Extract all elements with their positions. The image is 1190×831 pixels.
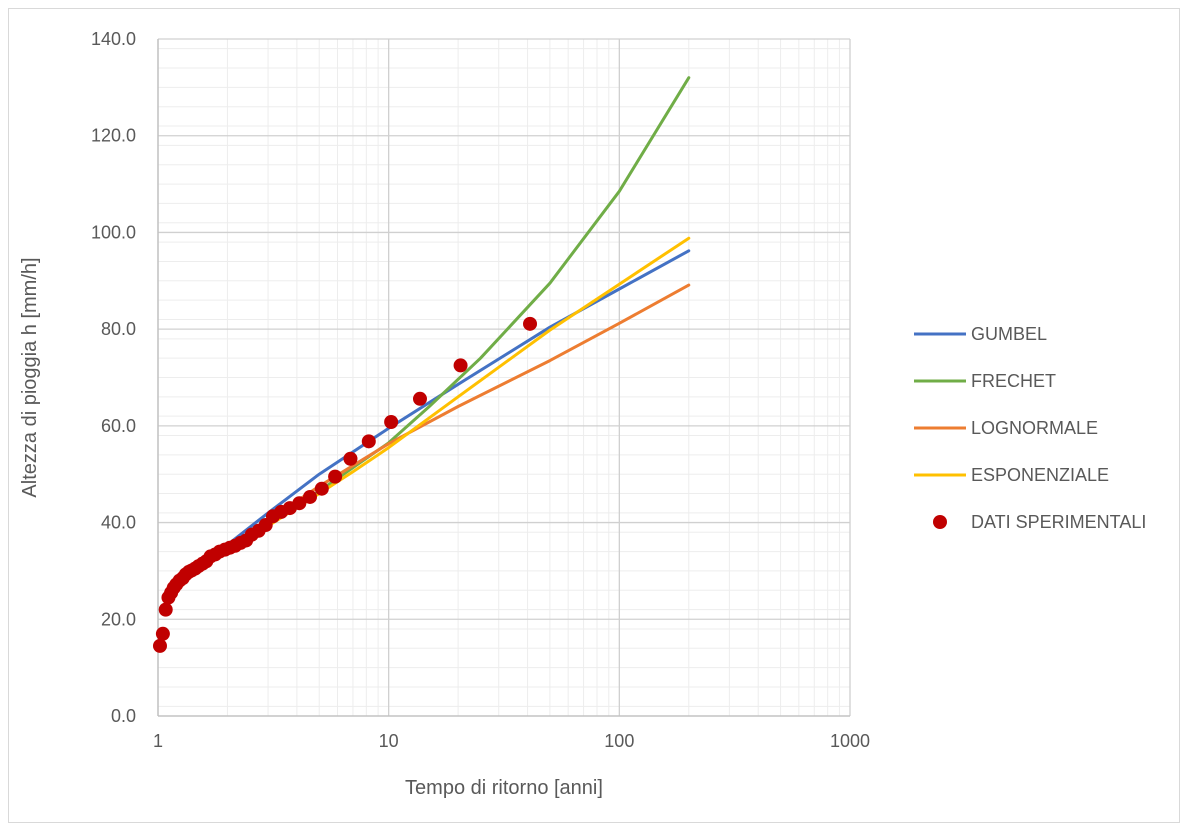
- x-tick-label: 1000: [830, 731, 870, 751]
- legend-swatch-dati-sperimentali: [933, 515, 947, 529]
- legend-label-lognormale: LOGNORMALE: [971, 418, 1098, 438]
- x-axis-title: Tempo di ritorno [anni]: [405, 777, 603, 799]
- data-point: [292, 496, 307, 511]
- data-point: [155, 626, 170, 641]
- plot-series: [152, 76, 691, 653]
- axes: 1 10 100 1000 0.0 20.0 40.0 60.0 80.0 100.0 120.0 1…: [91, 29, 870, 751]
- data-point: [343, 451, 358, 466]
- chart-svg: 1 10 100 1000 0.0 20.0 40.0 60.0 80.0 100.0 120.0 1…: [19, 29, 1146, 799]
- grid: [157, 38, 851, 717]
- x-tick-label: 100: [604, 731, 634, 751]
- y-tick-label: 20.0: [101, 609, 136, 629]
- y-tick-label: 60.0: [101, 416, 136, 436]
- data-point: [152, 638, 167, 653]
- legend-label-gumbel: GUMBEL: [971, 324, 1047, 344]
- y-tick-label: 120.0: [91, 126, 136, 146]
- data-point: [303, 489, 318, 504]
- data-point: [412, 391, 427, 406]
- y-tick-label: 0.0: [111, 706, 136, 726]
- y-tick-label: 140.0: [91, 29, 136, 49]
- chart-frame: 1 10 100 1000 0.0 20.0 40.0 60.0 80.0 100.0 120.0 1…: [8, 8, 1180, 823]
- x-tick-label: 10: [379, 731, 399, 751]
- y-tick-label: 40.0: [101, 513, 136, 533]
- y-axis-title: Altezza di pioggia h [mm/h]: [19, 257, 41, 497]
- legend-label-dati-sperimentali: DATI SPERIMENTALI: [971, 512, 1146, 532]
- data-point: [158, 602, 173, 617]
- data-point: [453, 358, 468, 373]
- legend-label-esponenziale: ESPONENZIALE: [971, 465, 1109, 485]
- y-tick-label: 100.0: [91, 222, 136, 242]
- data-point: [361, 434, 376, 449]
- data-point: [523, 316, 538, 331]
- x-tick-label: 1: [153, 731, 163, 751]
- legend: GUMBEL FRECHET LOGNORMALE ESPONENZIALE DATI …: [914, 324, 1146, 532]
- data-point: [328, 469, 343, 484]
- data-point: [384, 414, 399, 429]
- data-point: [314, 481, 329, 496]
- legend-label-frechet: FRECHET: [971, 371, 1056, 391]
- y-tick-label: 80.0: [101, 319, 136, 339]
